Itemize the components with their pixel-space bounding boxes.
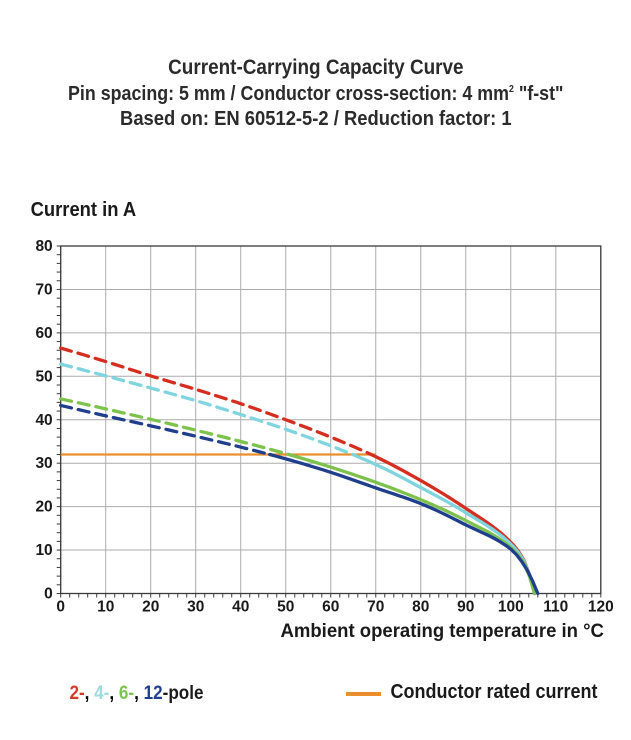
svg-text:70: 70 (367, 599, 384, 616)
svg-text:60: 60 (322, 599, 339, 616)
svg-text:60: 60 (35, 325, 52, 342)
svg-text:10: 10 (97, 599, 114, 616)
svg-text:10: 10 (35, 542, 52, 559)
svg-text:40: 40 (35, 412, 52, 429)
svg-text:0: 0 (56, 599, 65, 616)
svg-text:80: 80 (35, 238, 52, 255)
svg-text:90: 90 (457, 599, 474, 616)
svg-text:120: 120 (588, 599, 614, 616)
svg-text:20: 20 (142, 599, 159, 616)
svg-text:50: 50 (277, 599, 294, 616)
svg-text:50: 50 (35, 368, 52, 385)
svg-text:100: 100 (498, 599, 524, 616)
svg-text:0: 0 (44, 586, 53, 603)
svg-text:110: 110 (543, 599, 568, 616)
svg-text:20: 20 (35, 499, 52, 516)
svg-text:30: 30 (35, 455, 52, 472)
svg-text:40: 40 (232, 599, 249, 616)
svg-text:70: 70 (35, 281, 52, 298)
svg-text:30: 30 (187, 599, 204, 616)
svg-text:80: 80 (412, 599, 429, 616)
